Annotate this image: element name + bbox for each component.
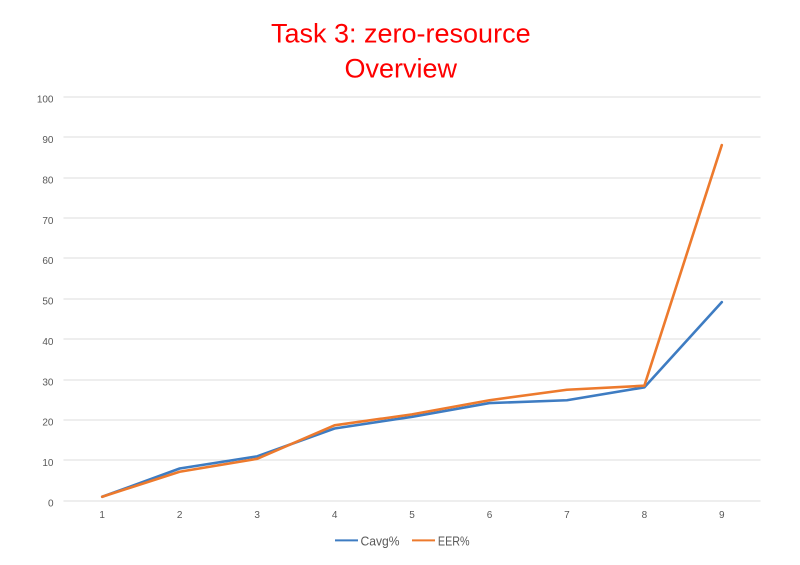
svg-text:3: 3 (254, 510, 260, 521)
svg-text:90: 90 (42, 135, 54, 146)
svg-text:1: 1 (99, 510, 105, 521)
svg-text:10: 10 (42, 458, 54, 469)
svg-text:50: 50 (42, 297, 54, 308)
svg-text:4: 4 (332, 510, 338, 521)
svg-text:100: 100 (37, 95, 54, 106)
svg-text:30: 30 (42, 377, 54, 388)
svg-text:EER%: EER% (438, 533, 470, 548)
svg-text:Cavg%: Cavg% (361, 533, 400, 548)
svg-text:5: 5 (409, 510, 415, 521)
svg-text:60: 60 (42, 256, 54, 267)
svg-text:Overview: Overview (345, 53, 458, 83)
svg-text:6: 6 (487, 510, 493, 521)
svg-text:Task 3: zero-resource: Task 3: zero-resource (271, 19, 531, 49)
svg-text:7: 7 (564, 510, 570, 521)
svg-text:80: 80 (42, 176, 54, 187)
svg-text:20: 20 (42, 418, 54, 429)
svg-text:2: 2 (177, 510, 183, 521)
svg-text:0: 0 (48, 499, 54, 510)
svg-text:70: 70 (42, 216, 54, 227)
svg-text:8: 8 (642, 510, 648, 521)
svg-text:40: 40 (42, 337, 54, 348)
svg-text:9: 9 (719, 510, 725, 521)
